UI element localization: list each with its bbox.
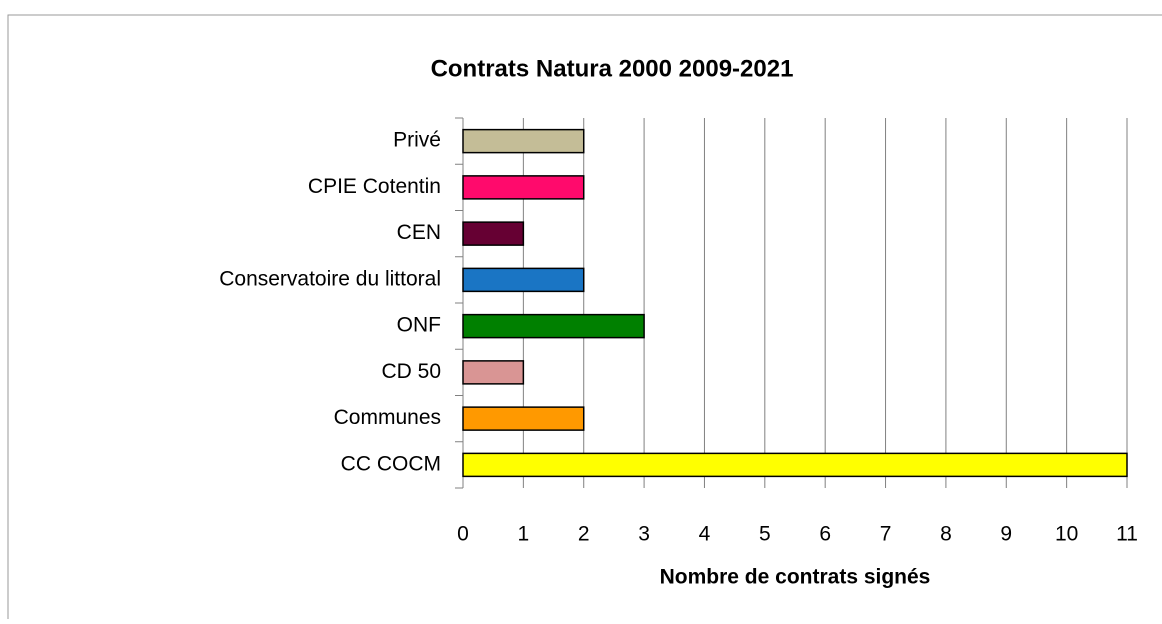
x-tick-label: 6 [819,523,831,546]
x-tick-label: 11 [1116,523,1138,546]
x-tick-label: 9 [1000,523,1012,546]
chart-frame [7,14,1162,619]
y-tick-label: CC COCM [341,452,441,475]
y-tick-label: ONF [397,314,441,337]
x-tick-label: 7 [880,523,892,546]
x-tick-label: 10 [1055,523,1078,546]
x-axis-label: Nombre de contrats signés [660,566,931,589]
bar [462,452,1128,478]
x-tick-label: 0 [457,523,469,546]
chart-title: Contrats Natura 2000 2009-2021 [431,55,794,82]
y-tick-label: CEN [397,221,441,244]
y-tick-label: Conservatoire du littoral [219,267,441,290]
bar [462,313,645,339]
y-tick-label: CPIE Cotentin [308,175,441,198]
y-tick-label: CD 50 [381,360,441,383]
bar [462,128,585,154]
x-tick-label: 4 [699,523,711,546]
bar [462,175,585,200]
bar [462,221,525,246]
bar [462,360,525,385]
bar [462,267,585,293]
x-tick-label: 5 [759,523,771,546]
bar [462,406,585,431]
y-tick-label: Privé [393,129,441,152]
x-tick-label: 3 [638,523,650,546]
y-tick-label: Communes [334,406,441,429]
x-tick-label: 1 [518,523,530,546]
x-tick-label: 2 [578,523,590,546]
x-tick-label: 8 [940,523,952,546]
